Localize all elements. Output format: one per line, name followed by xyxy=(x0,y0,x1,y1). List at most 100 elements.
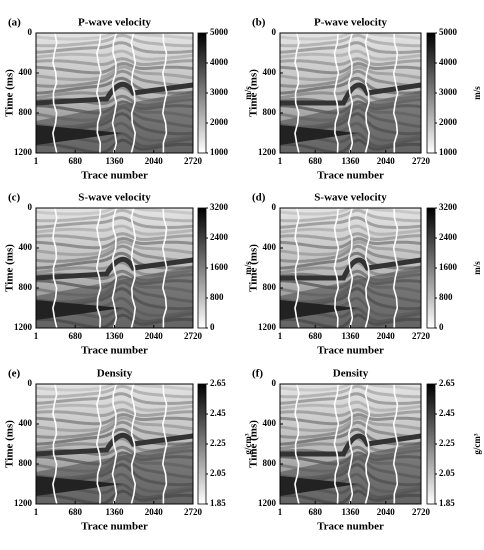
panel-title: P-wave velocity xyxy=(78,17,151,29)
x-tick-label: 1360 xyxy=(341,156,360,166)
y-tick-label: 1200 xyxy=(258,498,277,508)
colorbar-tick-label: 1.85 xyxy=(439,498,455,508)
panel-title: S-wave velocity xyxy=(314,192,387,204)
panel: (b) P-wave velocity Trace number Time (ms) 1… xyxy=(248,17,483,182)
well xyxy=(95,33,102,153)
wedge-dark xyxy=(36,476,123,496)
y-tick-label: 0 xyxy=(28,27,33,37)
colorbar-tick-label: 1600 xyxy=(439,262,458,272)
dark-layer xyxy=(280,433,421,457)
x-tick-label: 1360 xyxy=(341,507,360,517)
panel-label: (b) xyxy=(252,17,266,29)
well xyxy=(161,208,168,328)
wedge-dark xyxy=(36,300,123,320)
well xyxy=(95,208,102,328)
layer xyxy=(36,57,193,66)
y-tick-label: 400 xyxy=(19,67,33,77)
wedge-dark xyxy=(280,476,358,496)
well xyxy=(392,384,399,504)
dark-layer xyxy=(36,432,193,457)
image xyxy=(280,33,421,153)
well xyxy=(52,208,58,328)
y-tick-label: 400 xyxy=(263,418,277,428)
panel-title: P-wave velocity xyxy=(314,17,387,29)
colorbar xyxy=(197,32,207,154)
y-tick-label: 800 xyxy=(19,458,33,468)
colorbar-tick-label: 2.65 xyxy=(439,378,455,388)
layer xyxy=(36,237,193,250)
y-axis-label: Time (ms) xyxy=(4,420,16,468)
colorbar-tick-label: 2.45 xyxy=(439,408,455,418)
layer xyxy=(36,232,193,241)
y-tick-label: 0 xyxy=(28,202,33,212)
well xyxy=(294,384,300,504)
layer xyxy=(280,65,421,82)
layer xyxy=(36,208,193,216)
y-axis-label: Time (ms) xyxy=(248,69,260,117)
y-tick-label: 1200 xyxy=(258,322,277,332)
colorbar xyxy=(426,383,436,505)
image xyxy=(36,208,193,328)
colorbar-tick-label: 2400 xyxy=(439,232,458,242)
y-tick-label: 1200 xyxy=(14,498,33,508)
colorbar-tick-label: 3000 xyxy=(210,87,229,97)
well xyxy=(392,208,399,328)
well xyxy=(333,33,340,153)
colorbar-tick-label: 2.65 xyxy=(210,378,226,388)
layer xyxy=(280,57,421,66)
colorbar-tick-label: 3200 xyxy=(210,202,229,212)
panel-title: Density xyxy=(97,368,133,380)
x-tick-label: 680 xyxy=(68,507,82,517)
well xyxy=(111,384,118,504)
well xyxy=(364,208,371,328)
dark-layer xyxy=(280,82,421,106)
panel: (e) Density Trace number Time (ms) 1 680 1360 2… xyxy=(4,368,254,533)
panel-label: (c) xyxy=(8,192,21,204)
layer xyxy=(280,416,421,433)
x-tick-label: 2720 xyxy=(412,507,431,517)
x-tick-label: 1360 xyxy=(105,331,124,341)
image xyxy=(280,384,421,504)
colorbar-tick-label: 2.25 xyxy=(439,438,455,448)
dark-layer xyxy=(36,81,193,106)
x-tick-label: 2040 xyxy=(377,156,396,166)
well xyxy=(130,384,137,504)
layer xyxy=(280,413,421,426)
x-tick-label: 2040 xyxy=(377,507,396,517)
y-axis-label: Time (ms) xyxy=(248,244,260,292)
colorbar-tick-label: 2.25 xyxy=(210,438,226,448)
layer xyxy=(280,33,421,41)
colorbar xyxy=(197,383,207,505)
well xyxy=(392,33,399,153)
y-tick-label: 0 xyxy=(28,378,33,388)
x-tick-label: 2720 xyxy=(184,156,203,166)
layer xyxy=(36,49,193,61)
x-axis-label: Trace number xyxy=(317,170,384,182)
colorbar-tick-label: 1600 xyxy=(210,262,229,272)
y-tick-label: 400 xyxy=(263,67,277,77)
well xyxy=(364,33,371,153)
panel: (c) S-wave velocity Trace number Time (ms) 1… xyxy=(4,192,254,357)
colorbar-tick-label: 2000 xyxy=(210,117,229,127)
x-axis-label: Trace number xyxy=(81,345,148,357)
colorbar xyxy=(197,207,207,329)
well xyxy=(364,384,371,504)
x-tick-label: 1360 xyxy=(341,331,360,341)
x-tick-label: 1360 xyxy=(105,507,124,517)
well xyxy=(333,384,340,504)
colorbar-tick-label: 4000 xyxy=(210,57,229,67)
colorbar-tick-label: 3200 xyxy=(439,202,458,212)
colorbar-label: g/cm³ xyxy=(472,433,482,454)
well xyxy=(294,33,300,153)
layer xyxy=(36,400,193,412)
y-tick-label: 800 xyxy=(19,282,33,292)
panel-label: (f) xyxy=(252,368,263,380)
well xyxy=(161,33,168,153)
colorbar-tick-label: 0 xyxy=(439,322,444,332)
y-tick-label: 1200 xyxy=(258,147,277,157)
well xyxy=(347,208,354,328)
dark-layer xyxy=(280,257,421,281)
x-tick-label: 680 xyxy=(308,331,322,341)
x-tick-label: 2040 xyxy=(145,507,164,517)
